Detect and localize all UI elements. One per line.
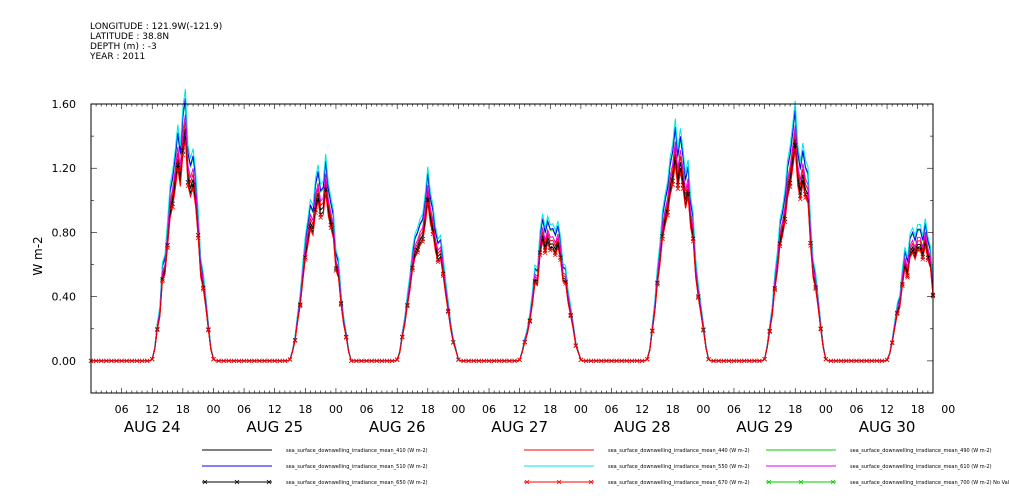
x-day-label: AUG 26 [369,418,426,436]
series-line-6 [91,114,934,362]
x-hour-label: 18 [788,403,802,416]
x-hour-label: 06 [360,403,374,416]
x-day-label: AUG 27 [491,418,548,436]
legend-label: sea_surface_downwelling_irradiance_mean_… [286,464,428,470]
x-hour-label: 12 [268,403,282,416]
x-hour-label: 00 [696,403,710,416]
x-day-label: AUG 25 [246,418,303,436]
x-hour-label: 00 [819,403,833,416]
legend-label: sea_surface_downwelling_irradiance_mean_… [850,464,992,470]
legend-marker [266,479,272,485]
x-hour-label: 06 [115,403,129,416]
x-day-label: AUG 29 [736,418,793,436]
y-tick-label: 1.60 [52,98,77,111]
x-hour-label: 12 [390,403,404,416]
axis-ticks [90,103,934,394]
x-hour-label: 06 [237,403,251,416]
legend-label: sea_surface_downwelling_irradiance_mean_… [850,480,1009,486]
x-hour-label: 12 [145,403,159,416]
x-hour-label: 18 [543,403,557,416]
depth-text: DEPTH (m) : -3 [90,42,157,52]
legend-marker [524,479,530,485]
x-hour-label: 12 [635,403,649,416]
legend-marker [556,479,562,485]
y-axis-labels: 1.60 1.20 0.80 0.40 0.00 [52,98,77,368]
x-hour-label: 00 [451,403,465,416]
x-hour-label: 12 [758,403,772,416]
legend-label: sea_surface_downwelling_irradiance_mean_… [608,464,750,470]
legend-marker [202,479,208,485]
x-hour-label: 06 [482,403,496,416]
y-tick-label: 0.40 [52,291,77,304]
series-line-5 [91,88,934,362]
legend-label: sea_surface_downwelling_irradiance_mean_… [608,480,750,486]
legend-label: sea_surface_downwelling_irradiance_mean_… [850,448,992,454]
x-hour-label: 18 [666,403,680,416]
x-hour-label: 18 [421,403,435,416]
longitude-text: LONGITUDE : 121.9W(-121.9) [90,22,223,32]
x-hour-label: 06 [605,403,619,416]
legend-marker [766,479,772,485]
x-hour-label: 00 [941,403,955,416]
x-hour-label: 06 [727,403,741,416]
x-axis-labels: 06 12 18 00 06 12 18 00 06 12 18 00 06 12 18 00 06 12 18 00… [115,403,956,436]
legend-marker [234,479,240,485]
x-hour-label: 00 [574,403,588,416]
x-hour-label: 00 [329,403,343,416]
y-axis-title: W m-2 [31,236,45,275]
x-hour-label: 18 [911,403,925,416]
x-day-label: AUG 30 [859,418,916,436]
series-lines [88,88,936,364]
y-tick-label: 1.20 [52,162,77,175]
y-tick-label: 0.00 [52,355,77,368]
x-hour-label: 00 [206,403,220,416]
legend-marker [588,479,594,485]
x-hour-label: 12 [880,403,894,416]
legend: sea_surface_downwelling_irradiance_mean_… [202,448,1009,486]
legend-label: sea_surface_downwelling_irradiance_mean_… [608,448,750,454]
x-hour-label: 06 [849,403,863,416]
legend-label: sea_surface_downwelling_irradiance_mean_… [286,448,428,454]
legend-marker [830,479,836,485]
latitude-text: LATITUDE : 38.8N [90,32,170,42]
series-line-4 [91,98,934,362]
y-tick-label: 0.80 [52,226,77,239]
series-line-8 [91,139,934,362]
year-text: YEAR : 2011 [90,52,146,62]
legend-label: sea_surface_downwelling_irradiance_mean_… [286,480,428,486]
x-day-label: AUG 24 [124,418,181,436]
x-hour-label: 18 [176,403,190,416]
metadata-header: LONGITUDE : 121.9W(-121.9) LATITUDE : 38… [90,22,222,62]
x-hour-label: 12 [513,403,527,416]
x-hour-label: 18 [298,403,312,416]
legend-marker [798,479,804,485]
series-line-3 [91,100,934,362]
series-line-2 [91,121,934,362]
plot-frame [90,103,934,394]
x-day-label: AUG 28 [614,418,671,436]
